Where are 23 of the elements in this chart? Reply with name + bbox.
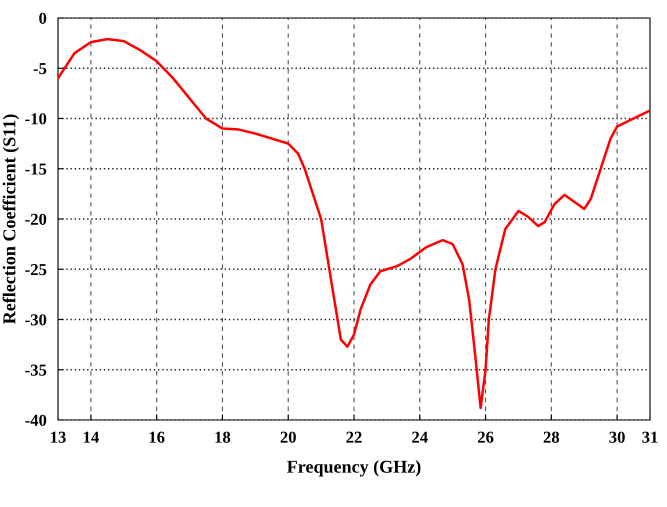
x-tick-label: 31 (642, 432, 658, 443)
x-tick-label: 13 (51, 432, 66, 443)
y-tick-label: -10 (25, 113, 46, 124)
x-axis-title: Frequency (GHz) (287, 460, 420, 477)
x-tick-label: 16 (150, 432, 165, 443)
x-tick-label: 28 (544, 432, 560, 443)
x-tick-label: 30 (609, 432, 625, 443)
x-tick-label: 22 (346, 432, 362, 443)
y-tick-label: -20 (25, 214, 46, 225)
y-tick-label: -30 (25, 314, 46, 326)
y-tick-label: 0 (39, 12, 46, 24)
x-tick-label: 14 (84, 432, 99, 443)
x-tick-label: 20 (280, 432, 296, 443)
y-tick-label: -5 (34, 63, 46, 74)
x-tick-label: 24 (412, 432, 428, 443)
y-tick-label: -40 (25, 414, 46, 426)
x-tick-label: 18 (215, 432, 230, 443)
line-series (58, 38, 650, 410)
y-tick-label: -25 (25, 264, 46, 276)
y-tick-label: -35 (25, 364, 46, 376)
x-tick-label: 26 (478, 432, 494, 443)
y-tick-label: -15 (25, 164, 46, 175)
y-axis-title: Reflection Coefficient (S11) (2, 114, 20, 324)
